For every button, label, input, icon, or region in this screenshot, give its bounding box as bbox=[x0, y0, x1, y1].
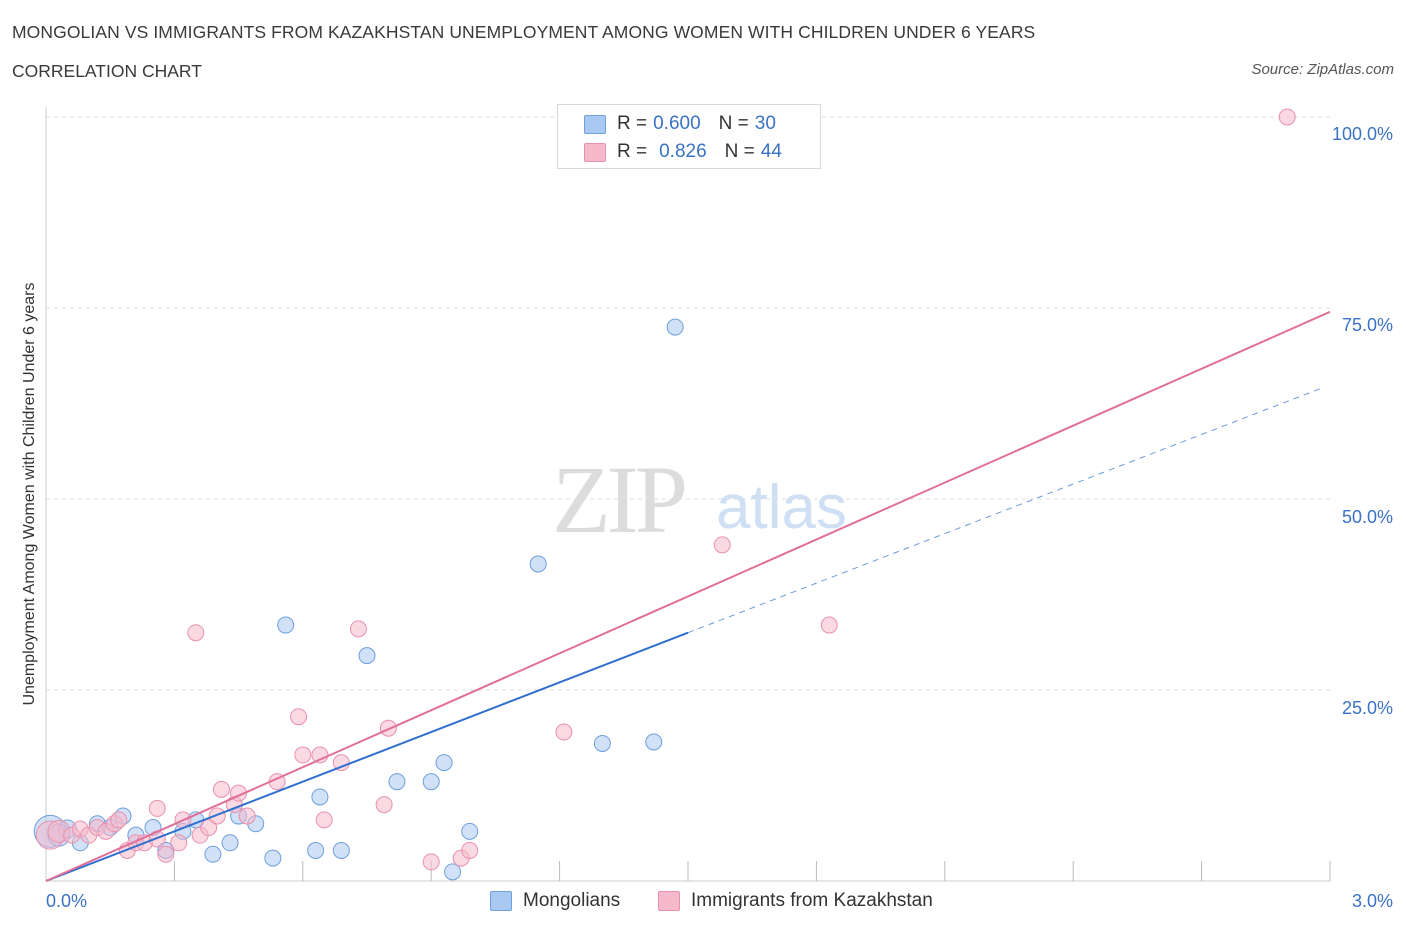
n-label: N = bbox=[718, 113, 749, 134]
kazakhstan-point bbox=[461, 841, 479, 859]
mongolian-point bbox=[204, 845, 222, 863]
mongolian-point bbox=[593, 734, 611, 752]
legend-swatch-blue bbox=[584, 114, 606, 134]
correlation-legend: R = 0.600 N = 30 R = 0.826 N = 44 bbox=[557, 104, 821, 169]
n-value: 44 bbox=[760, 141, 782, 162]
mongolian-point bbox=[529, 555, 547, 573]
mongolian-point bbox=[332, 841, 350, 859]
kazakhstan-point bbox=[820, 616, 838, 634]
mongolian-point bbox=[645, 733, 663, 751]
y-tick-label: 25.0% bbox=[1341, 698, 1393, 718]
n-label: N = bbox=[724, 141, 755, 162]
mongolian-trendline bbox=[45, 631, 689, 882]
watermark-atlas: atlas bbox=[716, 473, 847, 542]
legend-item-kazakhstan[interactable]: Immigrants from Kazakhstan bbox=[658, 890, 933, 912]
legend-row-kazakhstan: R = 0.826 N = 44 bbox=[584, 139, 788, 165]
kazakhstan-point bbox=[148, 799, 166, 817]
chart-subtitle: CORRELATION CHART bbox=[12, 61, 202, 81]
legend-label: Mongolians bbox=[523, 890, 621, 911]
kazakhstan-point bbox=[294, 746, 312, 764]
kazakhstan-point bbox=[332, 754, 350, 772]
kazakhstan-point bbox=[212, 780, 230, 798]
n-value: 30 bbox=[754, 113, 776, 134]
kazakhstan-point bbox=[349, 620, 367, 638]
r-value: 0.826 bbox=[659, 141, 707, 162]
y-tick-label: 75.0% bbox=[1341, 315, 1393, 335]
mongolian-point bbox=[461, 822, 479, 840]
kazakhstan-trendline bbox=[45, 310, 1331, 882]
mongolian-point bbox=[277, 616, 295, 634]
y-tick-label: 50.0% bbox=[1341, 507, 1393, 527]
kazakhstan-point bbox=[110, 811, 128, 829]
legend-swatch-pink bbox=[584, 142, 606, 162]
legend-row-mongolians: R = 0.600 N = 30 bbox=[584, 111, 782, 137]
kazakhstan-point bbox=[375, 796, 393, 814]
mongolian-point bbox=[311, 788, 329, 806]
kazakhstan-point bbox=[555, 723, 573, 741]
legend-swatch-pink bbox=[658, 891, 680, 911]
source-label: Source: ZipAtlas.com bbox=[1251, 61, 1394, 78]
mongolian-point bbox=[307, 841, 325, 859]
kazakhstan-point bbox=[238, 807, 256, 825]
r-label: R = bbox=[617, 113, 648, 134]
kazakhstan-point bbox=[1278, 108, 1296, 126]
r-value: 0.600 bbox=[653, 113, 701, 134]
legend-label: Immigrants from Kazakhstan bbox=[691, 890, 933, 911]
mongolian-point bbox=[358, 647, 376, 665]
series-legend: Mongolians Immigrants from Kazakhstan bbox=[0, 890, 1406, 916]
mongolian-point bbox=[435, 754, 453, 772]
y-tick-label: 100.0% bbox=[1331, 124, 1393, 144]
mongolian-trendline-extension bbox=[687, 387, 1322, 634]
mongolian-point bbox=[666, 318, 684, 336]
kazakhstan-point bbox=[200, 819, 218, 837]
kazakhstan-point bbox=[170, 834, 188, 852]
legend-swatch-blue bbox=[490, 891, 512, 911]
kazakhstan-point bbox=[157, 845, 175, 863]
legend-item-mongolians[interactable]: Mongolians bbox=[490, 890, 620, 912]
y-axis-label: Unemployment Among Women with Children U… bbox=[21, 282, 38, 706]
mongolian-point bbox=[444, 863, 462, 881]
mongolian-point bbox=[422, 773, 440, 791]
mongolian-point bbox=[221, 834, 239, 852]
kazakhstan-point bbox=[713, 536, 731, 554]
kazakhstan-point bbox=[208, 807, 226, 825]
kazakhstan-point bbox=[315, 811, 333, 829]
x-tick-label: 0.0% bbox=[46, 891, 88, 911]
chart-title: MONGOLIAN VS IMMIGRANTS FROM KAZAKHSTAN … bbox=[12, 22, 1036, 42]
kazakhstan-point bbox=[290, 708, 308, 726]
x-tick-label: 3.0% bbox=[1351, 891, 1393, 911]
mongolian-point bbox=[264, 849, 282, 867]
r-label: R = bbox=[617, 141, 648, 162]
kazakhstan-point bbox=[187, 624, 205, 642]
mongolian-point bbox=[388, 773, 406, 791]
kazakhstan-point bbox=[422, 853, 440, 871]
